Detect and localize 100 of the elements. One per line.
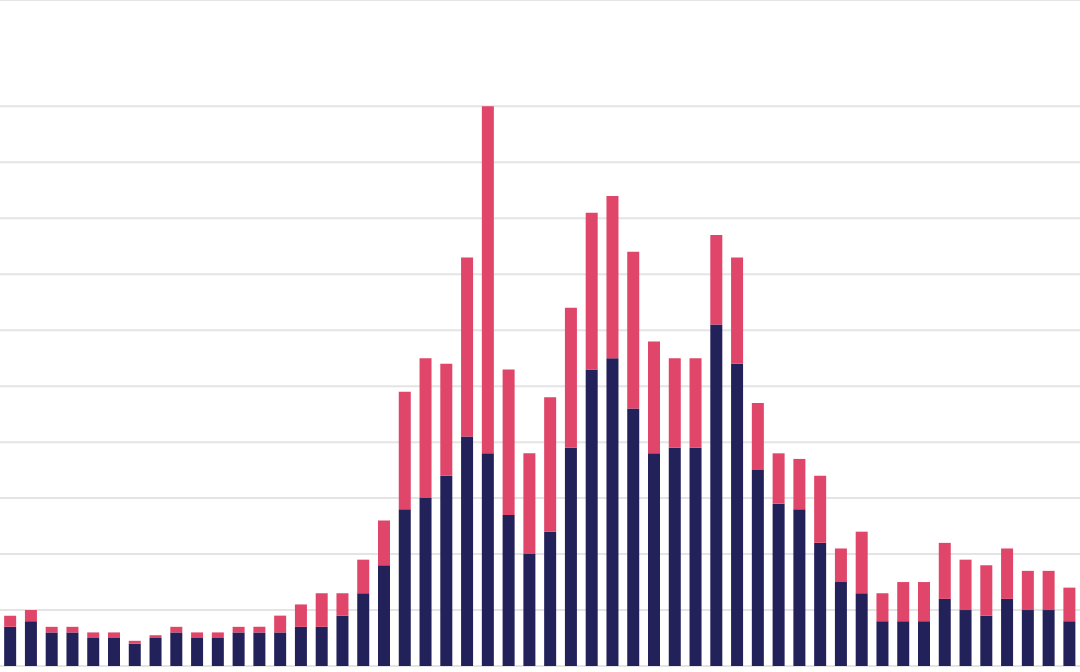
bar (440, 475, 453, 666)
bar (274, 632, 287, 666)
bar (751, 470, 764, 666)
bar (544, 531, 557, 666)
bar (918, 582, 930, 622)
bar (24, 610, 37, 622)
bar (710, 324, 723, 666)
bar (606, 195, 619, 359)
bar (876, 593, 889, 622)
bar (378, 520, 390, 566)
bar (523, 453, 536, 555)
bar (731, 363, 744, 666)
bar (564, 307, 577, 448)
bar (980, 565, 993, 616)
bar (66, 632, 79, 666)
bar (938, 598, 951, 666)
bar (1042, 610, 1055, 666)
bar (627, 408, 640, 666)
bar (128, 643, 141, 666)
bar (66, 626, 79, 633)
bar (378, 565, 390, 666)
bar (731, 257, 744, 364)
bar (544, 397, 557, 532)
bar (1021, 610, 1034, 666)
bar (648, 453, 660, 666)
bar (793, 509, 806, 666)
bar (855, 593, 868, 666)
bar (419, 498, 432, 666)
bar (481, 106, 494, 454)
bar (191, 638, 204, 666)
bar (294, 626, 307, 666)
bar (564, 447, 577, 666)
bar (814, 475, 827, 543)
bar (336, 615, 349, 666)
bar (523, 554, 536, 666)
bar (461, 257, 474, 437)
bar (1063, 621, 1076, 666)
bar (1063, 587, 1076, 622)
bar (336, 593, 349, 616)
bar (24, 621, 37, 666)
bar (772, 453, 785, 504)
bar (855, 531, 868, 594)
bar (689, 358, 702, 448)
bar (1001, 598, 1014, 666)
bar (149, 638, 162, 666)
bar (648, 341, 660, 454)
bar (108, 638, 120, 666)
bar (87, 632, 100, 639)
bar (668, 447, 681, 666)
bar (1042, 570, 1055, 611)
bar (211, 632, 224, 639)
bar (398, 509, 411, 666)
bar (253, 626, 266, 633)
bar (938, 542, 951, 599)
bar (751, 402, 764, 471)
bar (315, 626, 328, 666)
bar (4, 615, 17, 627)
bar (232, 626, 245, 633)
bar (461, 436, 474, 666)
bar (87, 638, 100, 666)
bar (502, 514, 515, 666)
bar (606, 358, 619, 666)
bar (357, 593, 370, 666)
bar (357, 559, 370, 594)
bar (710, 235, 723, 325)
bar (1021, 570, 1034, 611)
bar (294, 604, 307, 627)
bar (481, 453, 494, 666)
bar (253, 632, 266, 666)
bar (918, 621, 930, 666)
bar (315, 593, 328, 627)
bar (274, 615, 287, 633)
bar (232, 632, 245, 666)
bar (1001, 548, 1014, 599)
bar (585, 369, 598, 666)
bar (45, 632, 58, 666)
bar (440, 363, 453, 476)
bar (45, 626, 58, 633)
bar (876, 621, 889, 666)
bar (814, 542, 827, 666)
bar (398, 391, 411, 510)
bar (834, 548, 847, 583)
bar (585, 212, 598, 370)
bar (170, 632, 183, 666)
bar (108, 632, 120, 639)
bar (959, 559, 972, 611)
bar (834, 582, 847, 666)
bar (897, 582, 910, 622)
bar (689, 447, 702, 666)
bar (959, 610, 972, 666)
bar (627, 251, 640, 409)
bar (4, 626, 17, 666)
bar (502, 369, 515, 515)
bar (897, 621, 910, 666)
bar (170, 626, 183, 633)
bar (191, 632, 204, 639)
bar (668, 358, 681, 448)
bar (211, 638, 224, 666)
bar (419, 358, 432, 499)
bar (980, 615, 993, 666)
